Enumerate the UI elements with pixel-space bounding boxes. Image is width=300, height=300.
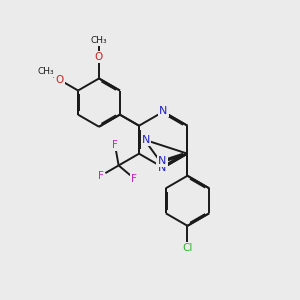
Text: CH₃: CH₃ <box>91 36 107 45</box>
Text: F: F <box>98 171 104 181</box>
Text: O: O <box>55 75 64 85</box>
Text: N: N <box>142 135 150 145</box>
Text: CH₃: CH₃ <box>37 67 54 76</box>
Text: F: F <box>131 174 137 184</box>
Text: O: O <box>95 52 103 62</box>
Text: N: N <box>158 163 166 173</box>
Text: N: N <box>159 106 167 116</box>
Text: Cl: Cl <box>182 244 193 254</box>
Text: N: N <box>158 156 166 166</box>
Text: F: F <box>112 140 118 150</box>
